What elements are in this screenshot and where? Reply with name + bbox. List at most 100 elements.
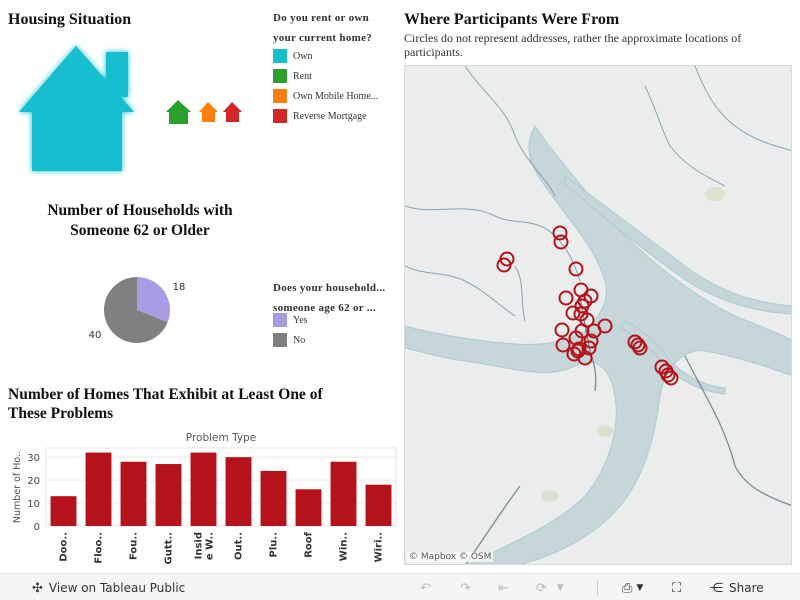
x-tick-label: Plu.. — [269, 532, 280, 557]
legend-item-rent[interactable]: Rent — [273, 66, 398, 86]
participant-marker[interactable] — [555, 337, 571, 353]
senior-legend: Does your household... someone age 62 or… — [273, 278, 398, 350]
river-channel — [620, 320, 726, 395]
pie-slice-no[interactable] — [104, 277, 168, 343]
bar-2[interactable] — [120, 461, 147, 526]
download-icon: ⎙ — [622, 580, 633, 596]
participants-map[interactable]: © Mapbox © OSM — [404, 65, 792, 565]
legend-label-own: Own — [293, 50, 313, 62]
download-dropdown-icon: ▼ — [636, 583, 644, 593]
bar-5[interactable] — [225, 457, 252, 526]
river-line-2 — [464, 66, 556, 197]
participant-marker[interactable] — [630, 337, 646, 353]
share-label: Share — [729, 581, 764, 595]
participant-marker[interactable] — [581, 340, 597, 356]
legend-label-no: No — [293, 334, 306, 346]
bar-9[interactable] — [365, 484, 392, 526]
x-tick-label: Win.. — [339, 532, 350, 561]
bar-4[interactable] — [190, 452, 217, 526]
map-basemap — [405, 66, 791, 564]
participant-marker[interactable] — [583, 333, 599, 349]
problems-title-line-2: These Problems — [8, 405, 114, 422]
pie-slice-yes[interactable] — [137, 277, 170, 323]
house-reverse-mortgage-icon[interactable] — [223, 102, 242, 122]
share-icon: ⋲ — [710, 580, 723, 596]
refresh-dropdown-icon: ▼ — [556, 583, 564, 593]
legend-item-own[interactable]: Own — [273, 46, 398, 66]
legend-swatch-mobile-home — [273, 89, 287, 103]
view-on-tableau-link[interactable]: ✣ View on Tableau Public — [32, 579, 185, 597]
participant-marker[interactable] — [660, 367, 676, 383]
households-title: Number of Households with Someone 62 or … — [20, 201, 260, 241]
fullscreen-button[interactable]: ⛶ — [672, 579, 681, 597]
participant-marker[interactable] — [632, 340, 648, 356]
share-button[interactable]: ⋲ Share — [710, 579, 764, 597]
bar-7[interactable] — [295, 489, 322, 526]
participant-marker[interactable] — [568, 261, 584, 277]
download-button[interactable]: ⎙ ▼ — [622, 579, 643, 597]
y-tick-label: 0 — [34, 522, 40, 533]
participant-marker[interactable] — [558, 290, 574, 306]
bar-1[interactable] — [85, 452, 112, 526]
revert-button[interactable]: ⇤ — [498, 579, 509, 597]
river-line-6 — [514, 265, 526, 322]
x-tick-label: Out.. — [234, 532, 245, 560]
legend-swatch-rent — [273, 69, 287, 83]
pie-value-label-yes: 18 — [173, 282, 186, 293]
map-title: Where Participants Were From — [404, 11, 620, 28]
bay-main — [405, 125, 791, 564]
participant-marker[interactable] — [583, 288, 599, 304]
bar-chart-title: Problem Type — [186, 432, 256, 444]
undo-button[interactable]: ↶ — [420, 579, 431, 597]
legend-item-reverse-mortgage[interactable]: Reverse Mortgage — [273, 106, 398, 126]
bar-0[interactable] — [50, 496, 77, 526]
participant-marker[interactable] — [553, 234, 569, 250]
refresh-button[interactable]: ⟳ ▼ — [536, 579, 564, 597]
housing-pictogram — [19, 46, 242, 171]
problems-title-line-1: Number of Homes That Exhibit at Least On… — [8, 386, 323, 403]
house-rent-icon[interactable] — [166, 100, 191, 124]
participant-marker[interactable] — [571, 341, 587, 357]
x-tick-label: Doo.. — [59, 532, 70, 562]
house-mobile-icon[interactable] — [199, 102, 218, 122]
x-tick-label: Inside W.. — [194, 532, 216, 560]
legend-swatch-own — [273, 49, 287, 63]
participant-marker[interactable] — [574, 298, 590, 314]
legend-item-mobile-home[interactable]: Own Mobile Home... — [273, 86, 398, 106]
bar-3[interactable] — [155, 464, 182, 526]
problems-bar-chart: Problem Type Number of Ho.. 0 10 20 30 Doo.. Fl… — [12, 432, 397, 565]
participant-marker[interactable] — [597, 318, 613, 334]
participant-marker[interactable] — [496, 257, 512, 273]
x-tick-label: Roof — [304, 531, 315, 557]
tableau-toolbar: ✣ View on Tableau Public ↶ ↷ ⇤ ⟳ ▼ ⎙ ▼ ⛶ ⋲… — [0, 573, 800, 600]
participant-marker[interactable] — [552, 225, 568, 241]
park-2 — [597, 425, 613, 437]
legend-label-mobile-home: Own Mobile Home... — [293, 90, 379, 102]
legend-swatch-no — [273, 333, 287, 347]
participant-marker[interactable] — [554, 322, 570, 338]
x-tick-label: Fou.. — [129, 532, 140, 560]
bar-6[interactable] — [260, 470, 287, 526]
view-on-tableau-label: View on Tableau Public — [48, 581, 186, 595]
river-line-3 — [405, 265, 516, 317]
river-north — [564, 175, 791, 315]
bar-8[interactable] — [330, 461, 357, 526]
participant-marker[interactable] — [663, 370, 679, 386]
bar-chart-y-axis-label: Number of Ho.. — [12, 451, 23, 523]
legend-item-no[interactable]: No — [273, 330, 398, 350]
y-tick-label: 30 — [27, 453, 40, 464]
participant-marker[interactable] — [565, 305, 581, 321]
toolbar-divider — [597, 580, 598, 596]
legend-swatch-reverse-mortgage — [273, 109, 287, 123]
participant-markers — [496, 225, 679, 386]
map-subtitle: Circles do not represent addresses, rath… — [404, 31, 742, 59]
revert-icon: ⇤ — [498, 580, 509, 596]
map-attribution[interactable]: © Mapbox © OSM — [407, 552, 494, 562]
house-own-icon[interactable] — [19, 46, 134, 171]
river-line-4 — [694, 66, 791, 151]
pie-value-label-no: 40 — [89, 330, 102, 341]
x-tick-label: Wiri.. — [374, 532, 385, 562]
redo-button[interactable]: ↷ — [460, 579, 471, 597]
legend-item-yes[interactable]: Yes — [273, 310, 398, 330]
